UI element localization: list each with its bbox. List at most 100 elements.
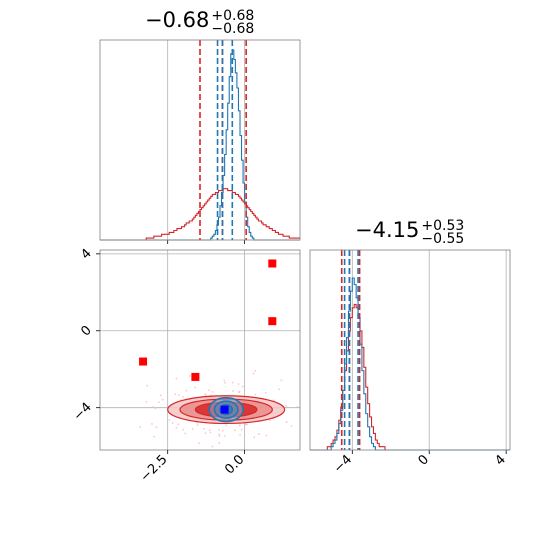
sample-dot xyxy=(146,384,149,387)
sample-dot xyxy=(218,435,221,437)
sample-dot xyxy=(241,385,244,388)
sample-dot xyxy=(296,405,299,408)
sample-dot xyxy=(223,434,226,437)
panel-param2-histogram: −4 0 4 xyxy=(309,249,511,476)
sample-dot xyxy=(232,390,234,392)
sample-dot xyxy=(198,442,200,445)
sample-dot xyxy=(196,424,199,426)
sample-dot xyxy=(157,401,160,404)
sample-dot xyxy=(290,425,293,427)
sample-dot xyxy=(278,388,281,391)
panel-2d-scatter: −2.5 0.0 −4 0 4 xyxy=(71,246,316,485)
sample-dot xyxy=(231,381,234,384)
sample-dot xyxy=(254,370,257,372)
sample-dot xyxy=(218,428,220,431)
sample-dot xyxy=(244,422,247,425)
sample-dot xyxy=(264,391,267,394)
sample-dot xyxy=(153,435,155,438)
sample-dot xyxy=(189,375,191,377)
injected-point-marker xyxy=(191,372,200,381)
x-tick-label: 0.0 xyxy=(222,452,247,477)
sample-dot xyxy=(218,441,221,444)
y-tick-label: −4 xyxy=(71,400,95,424)
x-tick-label: −2.5 xyxy=(138,452,171,485)
sample-dot xyxy=(221,429,224,432)
title-param2-value: −4.15 xyxy=(355,218,420,242)
sample-dot xyxy=(211,445,214,448)
sample-dot xyxy=(211,390,214,393)
sample-dot xyxy=(285,405,287,407)
y-tick-label: 4 xyxy=(78,246,94,262)
sample-dot xyxy=(237,383,240,385)
sample-dot xyxy=(194,386,196,389)
scatter-content xyxy=(100,250,316,450)
hist-red-param2 xyxy=(310,303,510,451)
sample-dot xyxy=(225,424,228,427)
sample-dot xyxy=(204,394,207,397)
sample-dot xyxy=(208,429,211,432)
sample-dot xyxy=(252,372,255,375)
sample-dot xyxy=(237,391,240,394)
sample-dot xyxy=(280,379,283,382)
sample-dot xyxy=(155,426,158,429)
hist-red-param1 xyxy=(100,188,300,241)
sample-dot xyxy=(139,426,142,428)
x-tick-label: 4 xyxy=(493,452,509,468)
axes-frame xyxy=(309,249,511,451)
sample-dot xyxy=(238,424,241,427)
sample-dot xyxy=(240,428,243,431)
sample-dot xyxy=(185,389,188,392)
injected-point-marker xyxy=(268,317,277,326)
sample-dot xyxy=(268,419,271,422)
sample-dot xyxy=(314,427,316,429)
sample-dot xyxy=(209,431,212,434)
title-param1: −0.68 +0.68 −0.68 xyxy=(145,8,254,36)
sample-dot xyxy=(285,421,288,423)
injected-point-marker xyxy=(139,357,148,366)
sample-dot xyxy=(154,407,157,410)
title-param2-minus: −0.55 xyxy=(421,230,465,247)
title-param1-value: −0.68 xyxy=(145,8,210,32)
sample-dot xyxy=(171,422,174,424)
sample-dot xyxy=(160,394,162,397)
sample-dot xyxy=(202,427,205,430)
sample-dot xyxy=(175,377,178,380)
sample-dot xyxy=(151,422,153,425)
sample-dot xyxy=(178,394,180,397)
sample-dot xyxy=(191,428,194,431)
x-tick-label: 0 xyxy=(416,452,432,468)
sample-dot xyxy=(175,426,178,429)
truth-point-marker xyxy=(220,405,229,414)
sample-dot xyxy=(218,433,220,436)
title-param1-plus: +0.68 xyxy=(211,7,255,24)
sample-dot xyxy=(246,423,248,426)
sample-dot xyxy=(208,389,210,392)
title-param2-plus: +0.53 xyxy=(421,217,465,234)
sample-dot xyxy=(257,433,260,435)
sample-dot xyxy=(152,406,155,409)
title-param1-minus: −0.68 xyxy=(211,20,255,37)
sample-dot xyxy=(204,393,207,395)
sample-dot xyxy=(182,428,185,431)
sample-dot xyxy=(177,423,180,426)
sample-dot xyxy=(161,398,164,401)
y-tick-label: 0 xyxy=(78,323,94,339)
axes-frame xyxy=(99,249,301,451)
sample-dot xyxy=(204,432,207,435)
sample-dot xyxy=(254,393,257,396)
x-tick-label: −4 xyxy=(331,452,355,476)
sample-dot xyxy=(253,436,256,439)
axes-frame xyxy=(99,39,301,241)
panel-param1-histogram xyxy=(99,39,301,244)
sample-dot xyxy=(174,393,177,396)
sample-dot xyxy=(224,381,227,384)
sample-dot xyxy=(182,395,184,398)
sample-dot xyxy=(239,434,242,436)
title-param2: −4.15 +0.53 −0.55 xyxy=(355,218,464,246)
sample-dot xyxy=(145,400,148,403)
sample-dot xyxy=(234,429,236,432)
sample-dot xyxy=(223,379,226,382)
sample-dot xyxy=(265,434,268,437)
sample-dot xyxy=(168,419,171,421)
